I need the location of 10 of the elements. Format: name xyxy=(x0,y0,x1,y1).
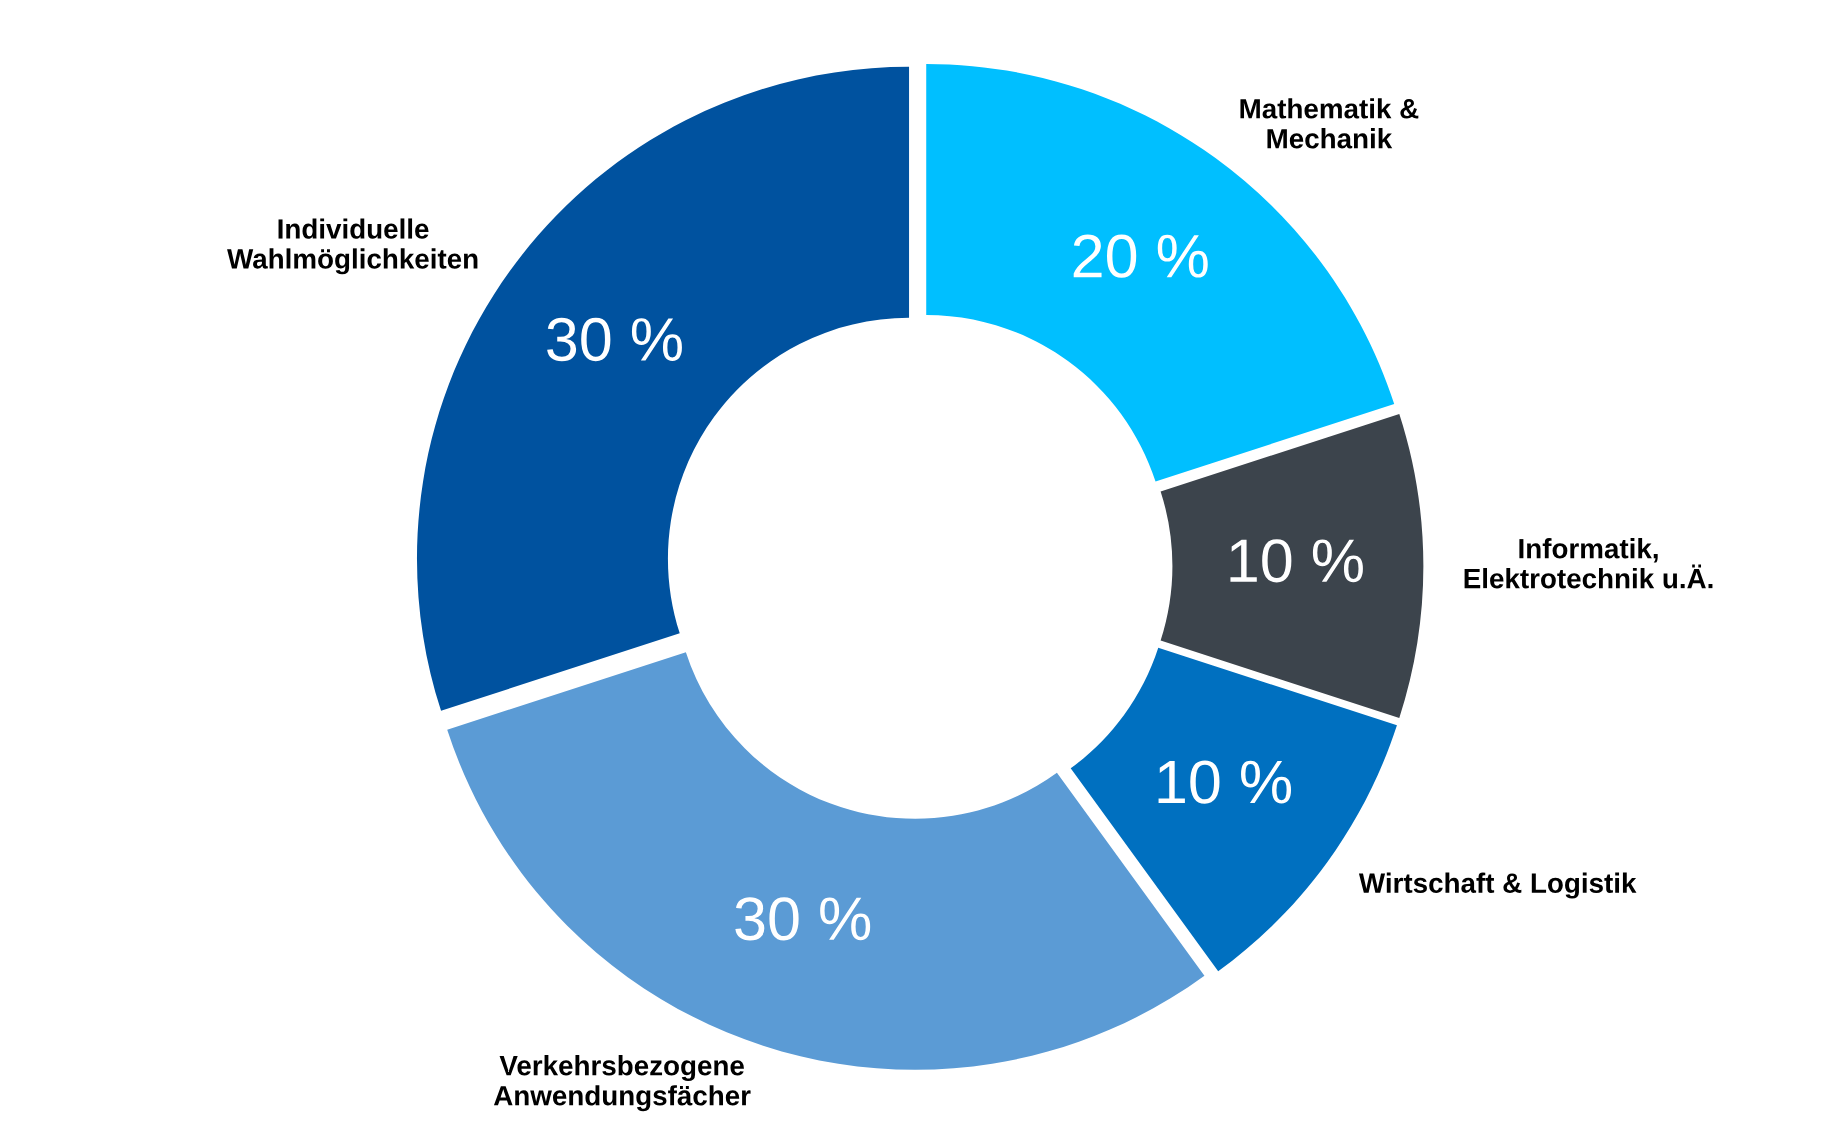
data-label: 20 % xyxy=(1073,234,1208,278)
slice-label: Verkehrsbezogene Anwendungsfächer xyxy=(493,1055,751,1112)
data-label: 10 % xyxy=(1158,760,1292,804)
data-label: 30 % xyxy=(735,897,871,941)
slice-label: Informatik, Elektrotechnik u.Ä. xyxy=(1464,538,1713,589)
slice-label: Mathematik & Mechanik xyxy=(1240,98,1419,149)
slice-label: Individuelle Wahlmöglichkeiten xyxy=(227,218,478,275)
data-label: 30 % xyxy=(547,317,682,362)
slice-label: Wirtschaft & Logistik xyxy=(1358,872,1637,899)
data-label: 10 % xyxy=(1230,539,1363,583)
